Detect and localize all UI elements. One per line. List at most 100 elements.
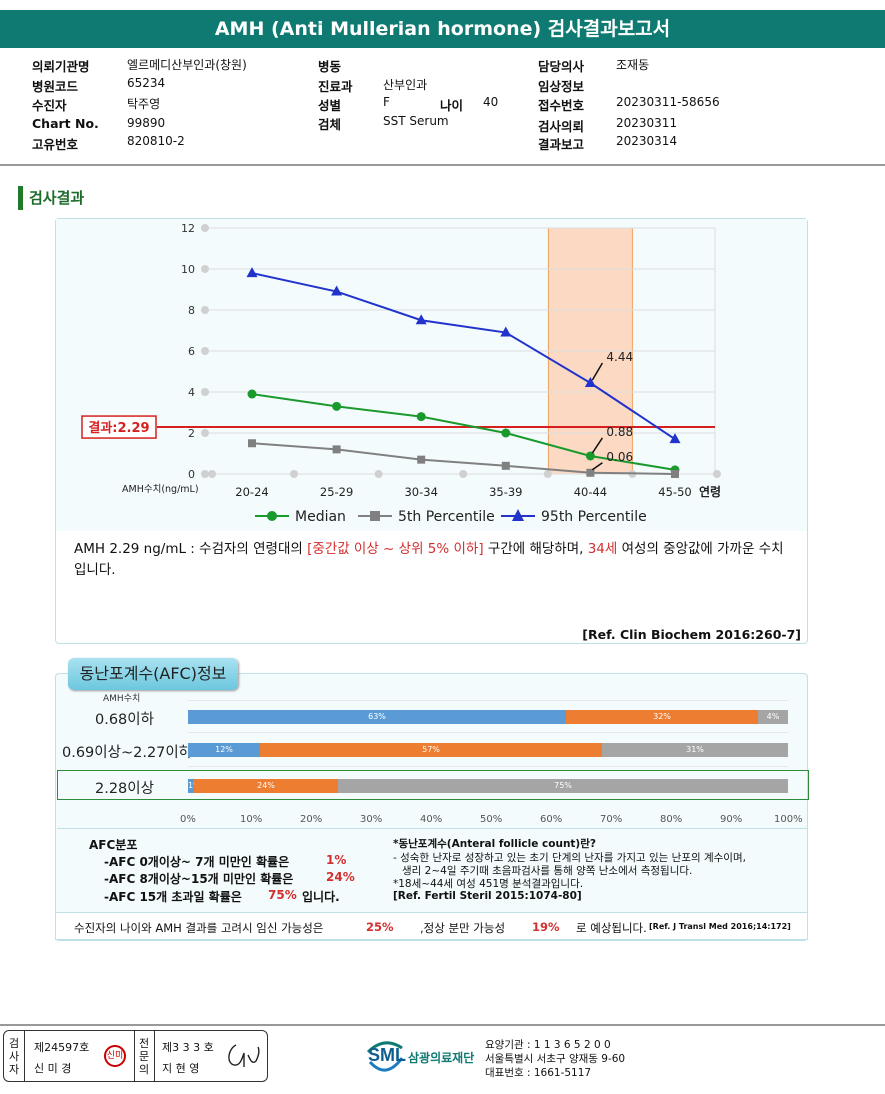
- median-point: [332, 401, 342, 411]
- y-tick-label: 2: [188, 427, 195, 440]
- y-tick-label: 6: [188, 345, 195, 358]
- unique-value: 820810-2: [127, 134, 185, 148]
- report-value: 20230314: [616, 134, 678, 148]
- footer-divider: [0, 1024, 885, 1026]
- lab-info-1: 요양기관 : 1 1 3 6 5 2 0 0: [485, 1039, 611, 1051]
- desc-part-3: 여성의 중앙값에 가까운 수치입니다.: [74, 541, 784, 578]
- afc-bar-track: 12% 57% 31%: [188, 743, 788, 757]
- series-line-2: [251, 272, 676, 440]
- ward-label: 병동: [318, 59, 342, 74]
- afc-x-tick: 60%: [540, 814, 563, 825]
- patient-info: 의뢰기관명 엘르메디산부인과(창원) 병원코드 65234 수진자 탁주영 Ch…: [0, 54, 885, 166]
- receipt-value: 20230311-58656: [616, 95, 720, 109]
- median-point: [501, 428, 511, 438]
- y-axis-label: AMH수치(ng/mL): [122, 483, 199, 495]
- institution-value: 엘르메디산부인과(창원): [127, 58, 247, 72]
- unique-label: 고유번호: [32, 137, 79, 152]
- afc-x-tick: 30%: [360, 814, 383, 825]
- afc-bar-segment: 32%: [566, 710, 758, 724]
- afc-dist-title: AFC분포: [89, 838, 138, 852]
- median-point: [416, 412, 426, 422]
- doctor-value: 조재동: [616, 58, 650, 72]
- afc-divider: [57, 828, 808, 829]
- request-label: 검사의뢰: [538, 119, 585, 134]
- reference-1: [Ref. Clin Biochem 2016:260-7]: [582, 627, 801, 642]
- y-axis-dot: [201, 470, 209, 478]
- afc-line-1-value: 1%: [326, 853, 347, 867]
- afc-bar-segment: 12%: [188, 743, 260, 757]
- summary-reference: [Ref. J Transl Med 2016;14:172]: [649, 922, 791, 931]
- data-label: 0.06: [606, 450, 633, 464]
- summary-value-1: 25%: [366, 920, 394, 934]
- x-axis-dot: [713, 470, 721, 478]
- p95-point: [331, 285, 343, 296]
- chart-background: [56, 219, 807, 531]
- p5-point: [417, 455, 426, 464]
- hospital-code-label: 병원코드: [32, 79, 79, 94]
- afc-bar-segment: 4%: [758, 710, 788, 724]
- afc-line-1-text: -AFC 0개이상~ 7개 미만인 확률은: [104, 855, 290, 869]
- p5-point: [501, 461, 510, 470]
- afc-highlight-row: [57, 770, 809, 800]
- p95-point: [584, 376, 596, 387]
- afc-line-2-text: -AFC 8개이상~15개 미만인 확률은: [104, 872, 294, 886]
- afc-x-tick: 0%: [180, 814, 196, 825]
- hospital-code-value: 65234: [127, 76, 166, 90]
- result-label: 결과:2.29: [88, 420, 149, 436]
- legend-label: 95th Percentile: [541, 509, 647, 525]
- summary-text-1: 수진자의 나이와 AMH 결과를 고려시 임신 가능성은: [74, 921, 324, 935]
- y-tick-label: 10: [181, 263, 195, 276]
- afc-grid-line: [188, 766, 788, 767]
- p5-point: [332, 445, 341, 454]
- legend-marker: [370, 511, 380, 521]
- x-tick-label: 45-50: [658, 485, 691, 499]
- clinical-label: 임상정보: [538, 79, 585, 94]
- afc-note-2: - 성숙한 난자로 성장하고 있는 초기 단계의 난자를 가지고 있는 난포의 …: [393, 852, 746, 864]
- legend-marker: [267, 511, 277, 521]
- dept-label: 진료과: [318, 79, 353, 94]
- signature-box: 검사자 제24597호 신 미 경 신미 전문의 제3 3 3 호 지 현 영: [3, 1030, 268, 1082]
- lab-info: 요양기관 : 1 1 3 6 5 2 0 0 서울특별시 서초구 양재동 9-6…: [485, 1038, 625, 1080]
- x-axis-label: 연령: [699, 484, 721, 499]
- p5-point: [671, 470, 679, 478]
- y-tick-label: 8: [188, 304, 195, 317]
- data-label-leader: [591, 462, 603, 471]
- afc-bar-segment: 63%: [188, 710, 566, 724]
- patient-value: 탁주영: [127, 97, 161, 111]
- afc-x-tick: 80%: [660, 814, 683, 825]
- data-label-leader: [591, 437, 604, 454]
- afc-note-4: *18세~44세 여성 451명 분석결과입니다.: [393, 878, 584, 890]
- pregnancy-summary: 수진자의 나이와 AMH 결과를 고려시 임신 가능성은 25% ,정상 분만 …: [55, 912, 808, 940]
- afc-line-2-value: 24%: [326, 870, 355, 884]
- y-axis-dot: [201, 347, 209, 355]
- afc-bar-segment: 24%: [194, 779, 338, 793]
- afc-bar-segment: 75%: [338, 779, 788, 793]
- afc-note-1: *동난포계수(Anteral follicle count)란?: [393, 838, 596, 850]
- afc-x-tick: 70%: [600, 814, 623, 825]
- y-axis-dot: [201, 265, 209, 273]
- afc-line-3-text: -AFC 15개 초과일 확률은: [104, 890, 242, 904]
- summary-text-3: 로 예상됩니다.: [576, 921, 647, 935]
- afc-x-tick: 100%: [774, 814, 803, 825]
- median-point: [247, 389, 257, 399]
- examiner-stamp: 신미: [104, 1045, 126, 1067]
- x-tick-label: 40-44: [574, 485, 607, 499]
- afc-line-1: -AFC 0개이상~ 7개 미만인 확률은 1%: [104, 853, 346, 870]
- p95-point: [669, 433, 681, 444]
- x-axis-dot: [208, 470, 216, 478]
- y-axis-dot: [201, 388, 209, 396]
- x-axis-dot: [459, 470, 468, 478]
- x-axis-dot: [543, 470, 552, 478]
- institution-label: 의뢰기관명: [32, 59, 90, 74]
- examiner-label: 검사자: [8, 1037, 20, 1076]
- report-title: AMH (Anti Mullerian hormone) 검사결과보고서: [0, 10, 885, 48]
- afc-line-3: -AFC 15개 초과일 확률은 75% 입니다.: [104, 888, 340, 905]
- amh-line-chart: 0 2 4 6 8 10 12 20-24 25-29 30-34 35-39 40-44 45-50 연…: [81, 222, 721, 525]
- sml-logo-text: SML: [368, 1045, 406, 1065]
- y-axis-dot: [201, 306, 209, 314]
- chart-value: 99890: [127, 116, 166, 130]
- median-point: [585, 451, 595, 461]
- legend-marker: [512, 509, 524, 521]
- legend-label: Median: [295, 509, 346, 525]
- x-tick-label: 20-24: [235, 485, 268, 499]
